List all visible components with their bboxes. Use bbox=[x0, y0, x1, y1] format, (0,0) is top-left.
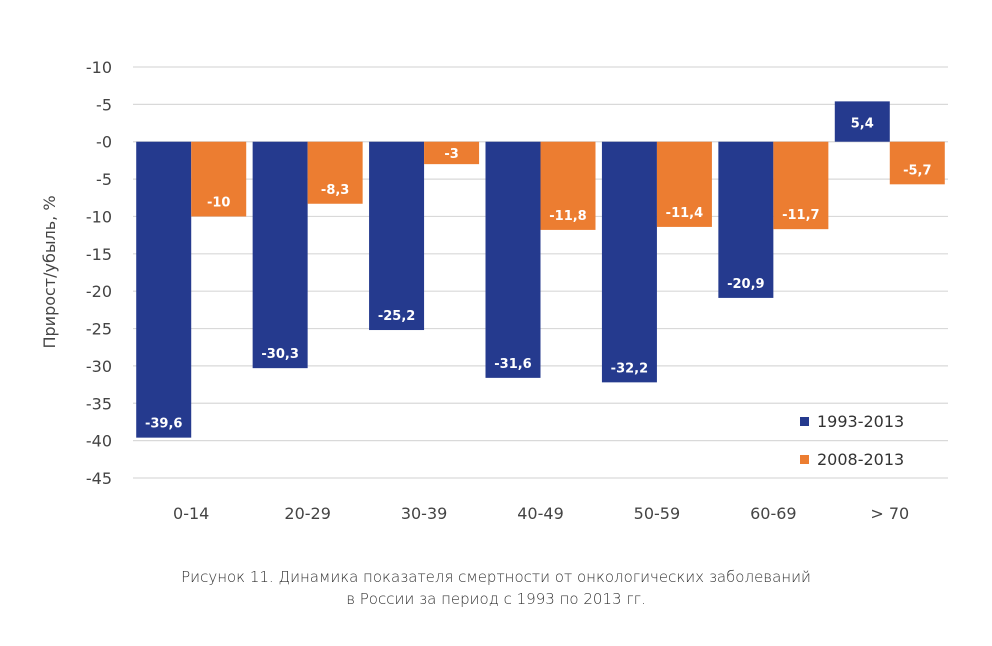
bar bbox=[718, 141, 774, 298]
x-tick-label: 30-39 bbox=[401, 504, 448, 523]
data-label: -11,8 bbox=[549, 209, 586, 224]
bar bbox=[369, 141, 425, 331]
bar bbox=[656, 141, 712, 227]
y-tick-label: -30 bbox=[86, 357, 112, 376]
data-label: -20,9 bbox=[727, 277, 764, 292]
figure-caption: Рисунок 11. Динамика показателя смертнос… bbox=[0, 566, 992, 610]
legend-swatch bbox=[800, 417, 809, 426]
legend-label: 2008-2013 bbox=[817, 450, 904, 469]
bar bbox=[773, 141, 829, 230]
x-tick-label: 20-29 bbox=[284, 504, 331, 523]
y-tick-label: -10 bbox=[86, 58, 112, 77]
y-tick-label: -20 bbox=[86, 282, 112, 301]
data-label: -8,3 bbox=[321, 183, 349, 198]
caption-line-1: Рисунок 11. Динамика показателя смертнос… bbox=[181, 568, 811, 586]
y-tick-label: -40 bbox=[86, 432, 112, 451]
bar bbox=[424, 141, 480, 165]
x-tick-label: 50-59 bbox=[634, 504, 681, 523]
data-label: -32,2 bbox=[611, 361, 648, 376]
bar bbox=[889, 141, 945, 185]
x-tick-label: 0-14 bbox=[173, 504, 209, 523]
data-label: -11,7 bbox=[782, 208, 819, 223]
bar bbox=[601, 141, 657, 383]
y-tick-label: -5 bbox=[96, 170, 112, 189]
bar bbox=[540, 141, 596, 230]
y-tick-label: -35 bbox=[86, 394, 112, 413]
data-label: -25,2 bbox=[378, 309, 415, 324]
x-tick-label: > 70 bbox=[870, 504, 909, 523]
data-label: -5,7 bbox=[903, 163, 931, 178]
x-tick-label: 60-69 bbox=[750, 504, 797, 523]
y-tick-label: -5 bbox=[96, 95, 112, 114]
data-label: -39,6 bbox=[145, 417, 182, 432]
data-label: -3 bbox=[444, 147, 458, 162]
y-tick-label: -10 bbox=[86, 207, 112, 226]
legend-label: 1993-2013 bbox=[817, 412, 904, 431]
y-tick-label: -0 bbox=[96, 133, 112, 152]
y-axis-label: Прирост/убыль, % bbox=[40, 195, 59, 348]
caption-line-2: в России за период с 1993 по 2013 гг. bbox=[346, 590, 646, 608]
data-label: -10 bbox=[207, 195, 231, 210]
bar bbox=[485, 141, 541, 378]
bar bbox=[191, 141, 247, 217]
legend-swatch bbox=[800, 455, 809, 464]
bar bbox=[307, 141, 363, 204]
y-tick-label: -15 bbox=[86, 245, 112, 264]
x-tick-label: 40-49 bbox=[517, 504, 564, 523]
data-label: -30,3 bbox=[261, 347, 298, 362]
data-label: -31,6 bbox=[494, 357, 531, 372]
data-label: -11,4 bbox=[666, 206, 703, 221]
bar bbox=[834, 101, 890, 142]
data-label: 5,4 bbox=[851, 116, 874, 131]
y-tick-label: -25 bbox=[86, 320, 112, 339]
bar bbox=[136, 141, 192, 438]
y-tick-label: -45 bbox=[86, 469, 112, 488]
bar bbox=[252, 141, 308, 369]
